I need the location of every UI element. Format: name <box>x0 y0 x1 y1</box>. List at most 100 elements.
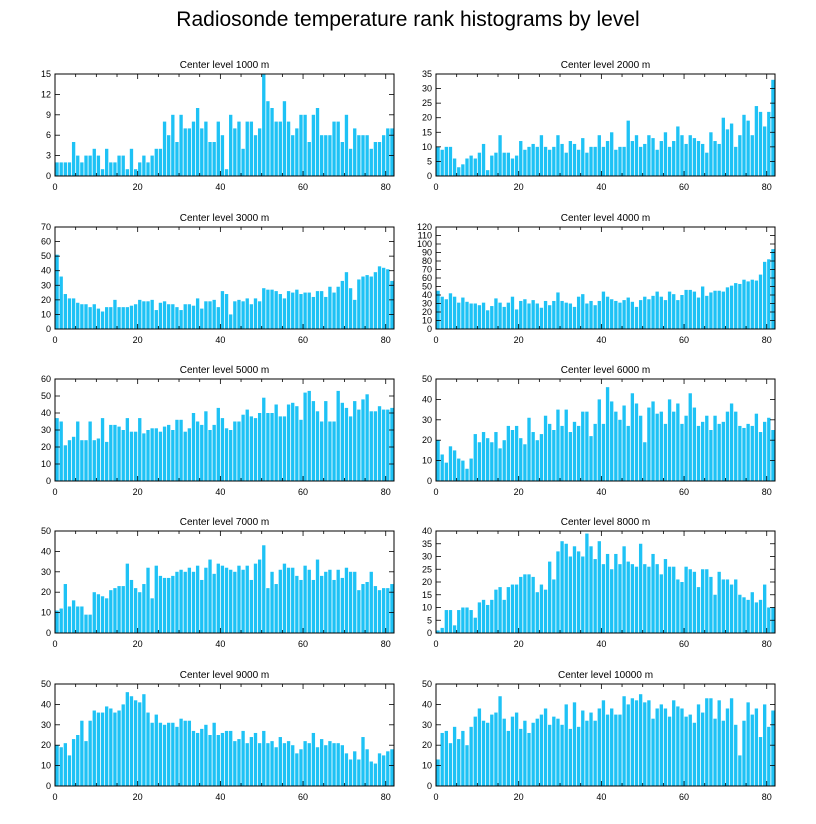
bar <box>291 135 295 176</box>
bar <box>278 416 282 481</box>
bar <box>548 724 552 786</box>
bar <box>581 138 585 176</box>
bar <box>465 301 469 329</box>
bar <box>369 411 373 481</box>
bar <box>187 720 192 786</box>
bar <box>610 569 614 633</box>
bar <box>187 428 192 481</box>
bar <box>88 307 92 329</box>
x-tick-label: 80 <box>762 639 772 649</box>
bar <box>552 716 556 786</box>
bar <box>303 114 307 176</box>
bar <box>763 261 767 329</box>
bar <box>303 565 307 633</box>
bar <box>100 169 105 176</box>
bar <box>224 730 229 786</box>
bar <box>721 291 725 329</box>
bar <box>88 155 92 176</box>
y-tick-label: 60 <box>41 374 51 384</box>
bar <box>618 714 622 786</box>
bar <box>444 299 448 329</box>
bar <box>175 419 179 481</box>
bar <box>506 152 511 176</box>
y-tick-label: 10 <box>422 761 432 771</box>
bar <box>113 588 117 633</box>
bar <box>154 310 158 329</box>
bar <box>444 462 448 481</box>
bar <box>638 694 643 786</box>
bar <box>564 409 568 481</box>
bar <box>377 406 382 481</box>
bar <box>659 296 663 329</box>
bar <box>336 743 340 786</box>
bar <box>506 302 511 329</box>
bar <box>663 132 668 176</box>
bar <box>643 143 647 176</box>
bar <box>92 304 96 329</box>
y-tick-label: 3 <box>46 151 51 161</box>
bar <box>63 743 67 786</box>
bar <box>336 390 340 481</box>
bar <box>266 413 270 481</box>
y-tick-label: 10 <box>422 316 432 326</box>
bar <box>676 706 680 786</box>
panel-9: 0 20 40 60 80 0 10 20 30 40 50 Center level 9000 m <box>41 670 395 802</box>
bar <box>204 411 208 481</box>
bar <box>514 712 519 786</box>
bar <box>585 152 589 176</box>
bar <box>348 416 353 481</box>
bar <box>377 142 382 176</box>
y-tick-label: 60 <box>422 273 432 283</box>
bar <box>684 415 688 481</box>
bar <box>167 135 171 176</box>
bar <box>233 741 237 786</box>
bar <box>705 152 709 176</box>
bar <box>610 132 614 176</box>
bar <box>667 146 672 176</box>
bar <box>684 143 688 176</box>
bar <box>589 300 593 329</box>
bar <box>734 724 738 786</box>
bar <box>220 291 225 329</box>
bar <box>597 541 601 633</box>
bar <box>490 155 494 176</box>
bar <box>142 584 146 633</box>
bar <box>353 571 357 633</box>
bar <box>452 296 457 329</box>
bar <box>763 704 767 786</box>
bar <box>502 718 506 786</box>
bar <box>224 428 229 481</box>
bar <box>605 296 610 329</box>
bar <box>750 279 754 329</box>
bar <box>481 720 486 786</box>
panel-frame <box>54 683 395 787</box>
bar <box>319 575 324 633</box>
bar <box>543 589 548 633</box>
x-tick-label: 40 <box>215 639 225 649</box>
x-tick-label: 40 <box>215 792 225 802</box>
bar <box>291 745 295 786</box>
bar <box>270 413 274 481</box>
bar <box>767 259 771 329</box>
bar <box>754 106 759 176</box>
bar <box>266 588 270 633</box>
bar <box>502 440 506 481</box>
bar <box>651 138 655 176</box>
bar <box>237 739 241 786</box>
panel-title: Center level 10000 m <box>558 670 653 681</box>
bar <box>494 589 498 633</box>
y-tick-label: 50 <box>422 679 432 689</box>
bar <box>344 114 349 176</box>
bar <box>448 743 453 786</box>
panel-8: 0 20 40 60 80 0 5 10 15 20 25 30 35 40 Center level 80… <box>422 517 776 649</box>
bar <box>564 302 568 329</box>
bar <box>80 162 84 176</box>
bar <box>96 308 101 329</box>
bar <box>274 121 278 176</box>
bar <box>117 710 121 786</box>
bar <box>340 577 344 633</box>
bar <box>506 587 511 633</box>
x-tick-label: 60 <box>679 792 689 802</box>
y-tick-label: 40 <box>41 699 51 709</box>
bar <box>307 743 311 786</box>
